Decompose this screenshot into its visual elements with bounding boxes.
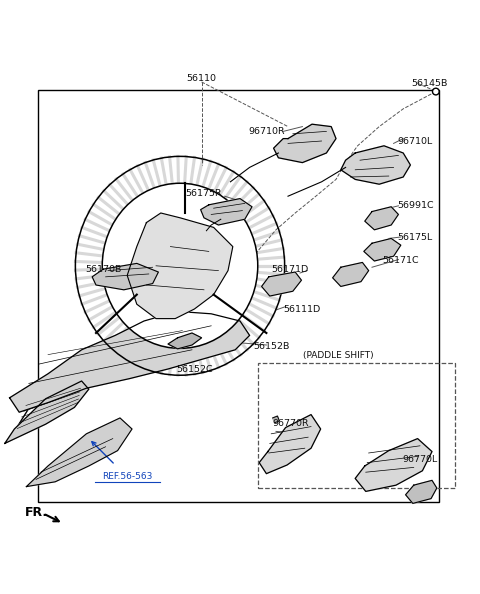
Polygon shape [10, 311, 250, 412]
Text: 56152B: 56152B [253, 342, 289, 351]
Text: 56110: 56110 [187, 74, 216, 83]
Text: FR.: FR. [25, 505, 48, 519]
Text: 56171C: 56171C [383, 255, 419, 264]
Polygon shape [201, 198, 252, 225]
Polygon shape [364, 238, 401, 261]
Text: 56171D: 56171D [272, 265, 309, 274]
Polygon shape [26, 418, 132, 486]
Bar [38, 90, 439, 503]
Polygon shape [262, 272, 301, 296]
Text: 56111D: 56111D [284, 305, 321, 314]
Text: 56152C: 56152C [176, 365, 213, 374]
Polygon shape [406, 481, 437, 503]
Text: 96710L: 96710L [397, 137, 433, 146]
Text: 56145B: 56145B [411, 79, 448, 88]
Polygon shape [365, 207, 398, 230]
Ellipse shape [102, 183, 258, 348]
Text: 96710R: 96710R [248, 127, 285, 136]
Polygon shape [5, 381, 89, 443]
Text: (PADDLE SHIFT): (PADDLE SHIFT) [303, 351, 374, 360]
Text: 56170B: 56170B [85, 265, 121, 274]
Text: REF.56-563: REF.56-563 [102, 472, 152, 481]
Polygon shape [259, 415, 321, 473]
Polygon shape [274, 124, 336, 163]
Text: 56175L: 56175L [397, 232, 433, 242]
Polygon shape [127, 213, 233, 318]
Bar [258, 364, 455, 488]
Polygon shape [273, 416, 279, 423]
Circle shape [434, 90, 438, 93]
Polygon shape [168, 333, 202, 349]
Text: 56991C: 56991C [397, 201, 433, 210]
Text: 56175R: 56175R [186, 189, 222, 198]
Polygon shape [355, 438, 432, 491]
Text: 96770R: 96770R [272, 419, 309, 428]
Polygon shape [341, 146, 410, 184]
Polygon shape [92, 263, 158, 290]
Circle shape [432, 88, 439, 95]
Text: 96770L: 96770L [402, 455, 438, 464]
Polygon shape [333, 263, 369, 286]
